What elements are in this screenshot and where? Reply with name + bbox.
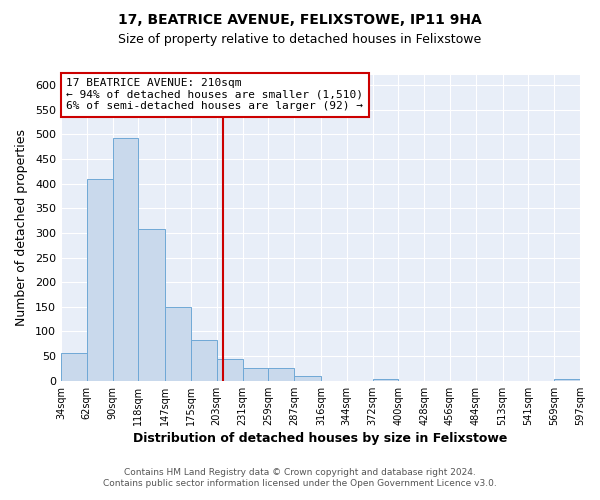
Text: Contains HM Land Registry data © Crown copyright and database right 2024.
Contai: Contains HM Land Registry data © Crown c… xyxy=(103,468,497,487)
Text: Size of property relative to detached houses in Felixstowe: Size of property relative to detached ho… xyxy=(118,32,482,46)
Bar xyxy=(139,230,165,381)
Bar xyxy=(61,352,87,381)
Bar xyxy=(268,368,294,381)
Bar xyxy=(191,340,217,381)
Bar xyxy=(165,307,191,381)
X-axis label: Distribution of detached houses by size in Felixstowe: Distribution of detached houses by size … xyxy=(133,432,508,445)
Bar xyxy=(113,138,139,381)
Bar xyxy=(373,380,398,381)
Bar xyxy=(87,178,113,381)
Bar xyxy=(217,358,242,381)
Bar xyxy=(242,368,268,381)
Text: 17 BEATRICE AVENUE: 210sqm
← 94% of detached houses are smaller (1,510)
6% of se: 17 BEATRICE AVENUE: 210sqm ← 94% of deta… xyxy=(66,78,363,112)
Text: 17, BEATRICE AVENUE, FELIXSTOWE, IP11 9HA: 17, BEATRICE AVENUE, FELIXSTOWE, IP11 9H… xyxy=(118,12,482,26)
Bar xyxy=(554,380,580,381)
Y-axis label: Number of detached properties: Number of detached properties xyxy=(15,130,28,326)
Bar xyxy=(294,376,321,381)
